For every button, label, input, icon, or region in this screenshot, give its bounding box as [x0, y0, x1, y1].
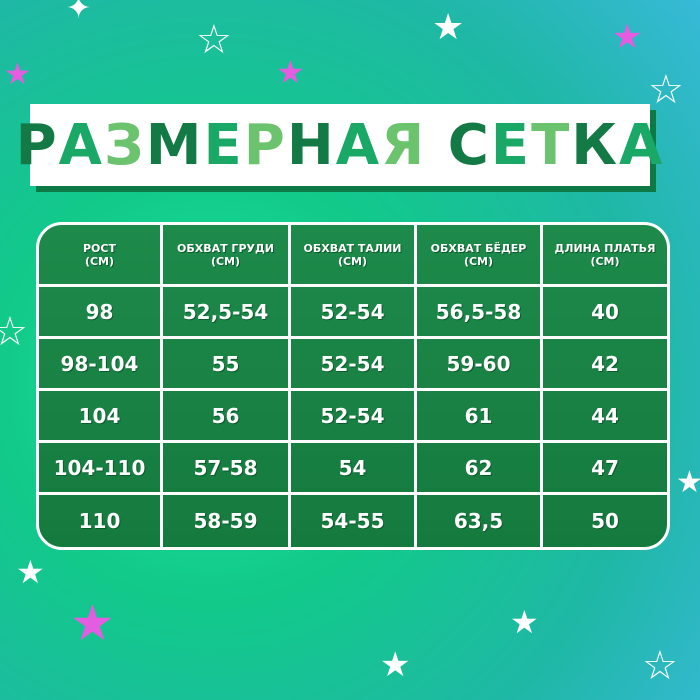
header-text: ДЛИНА ПЛАТЬЯ: [554, 241, 656, 255]
star-icon: ★: [612, 17, 643, 57]
table-cell: 98-104: [39, 339, 163, 391]
title-letter: Р: [15, 112, 59, 178]
star-icon: ★: [380, 645, 411, 685]
star-icon: ☆: [0, 309, 28, 355]
table-cell: 110: [39, 495, 163, 547]
header-text: (СМ): [84, 254, 115, 268]
star-icon: ★: [676, 465, 700, 500]
star-icon: ★: [432, 7, 465, 48]
table-cell: 52-54: [291, 287, 417, 339]
table-cell: 54: [291, 443, 417, 495]
table-cell: 58-59: [163, 495, 291, 547]
table-cell: 98: [39, 287, 163, 339]
title-letter: А: [58, 112, 104, 178]
title-letter: [426, 113, 448, 178]
title-letter: А: [335, 112, 382, 178]
column-header: ДЛИНА ПЛАТЬЯ (СМ): [543, 225, 667, 287]
table-cell: 56: [163, 391, 291, 443]
star-icon: ★: [16, 553, 45, 591]
title-letter: Е: [203, 112, 244, 178]
header-text: ОБХВАТ БЁДЕР: [430, 241, 527, 255]
table-cell: 54-55: [291, 495, 417, 547]
table-cell: 63,5: [417, 495, 543, 547]
title-letter: М: [145, 112, 204, 178]
size-table: РОСТ (СМ) ОБХВАТ ГРУДИ (СМ) ОБХВАТ ТАЛИИ (СМ)…: [36, 222, 670, 550]
table-cell: 52,5-54: [163, 287, 291, 339]
header-text: (СМ): [337, 254, 368, 268]
star-icon: ★: [510, 603, 539, 641]
title-letter: З: [104, 112, 146, 178]
title-letter: К: [571, 112, 620, 178]
title-letter: Я: [381, 112, 427, 178]
header-text: ОБХВАТ ТАЛИИ: [303, 241, 402, 255]
star-icon: ★: [70, 594, 115, 652]
star-icon: ✦: [66, 0, 92, 26]
table-cell: 40: [543, 287, 667, 339]
star-icon: ☆: [648, 67, 684, 113]
table-cell: 50: [591, 509, 619, 533]
table-cell: 44: [543, 391, 667, 443]
table-cell: 47: [543, 443, 667, 495]
table-cell: 56,5-58: [417, 287, 543, 339]
header-text: РОСТ: [83, 241, 116, 255]
title-banner: РАЗМЕРНАЯ СЕТКА: [16, 104, 662, 186]
table-cell: 55: [163, 339, 291, 391]
title-letter: Е: [490, 112, 532, 178]
star-icon: ☆: [642, 643, 678, 689]
column-header: ОБХВАТ ГРУДИ (СМ): [163, 225, 291, 287]
column-header: ОБХВАТ ТАЛИИ (СМ): [291, 225, 417, 287]
table-cell: 62: [417, 443, 543, 495]
table-cell: 104-110: [39, 443, 163, 495]
table-cell: 57-58: [163, 443, 291, 495]
table-cell: 61: [417, 391, 543, 443]
title-letter: Р: [243, 112, 287, 178]
star-icon: ★: [276, 53, 305, 91]
header-text: ОБХВАТ ГРУДИ: [176, 241, 274, 255]
table-cell: 59-60: [417, 339, 543, 391]
page-title: РАЗМЕРНАЯ СЕТКА: [16, 113, 665, 178]
title-letter: Н: [286, 112, 336, 178]
title-letter: А: [619, 112, 665, 178]
header-text: (СМ): [590, 254, 620, 268]
column-header: РОСТ (СМ): [39, 225, 163, 287]
table-cell: 52-54: [291, 339, 417, 391]
star-icon: ☆: [196, 17, 232, 63]
star-icon: ★: [4, 57, 31, 92]
title-letter: Т: [531, 112, 572, 178]
table-cell: 42: [543, 339, 667, 391]
table-cell: 52-54: [291, 391, 417, 443]
header-text: (СМ): [210, 254, 241, 268]
column-header: ОБХВАТ БЁДЕР (СМ): [417, 225, 543, 287]
table-cell: 104: [39, 391, 163, 443]
title-letter: С: [447, 112, 491, 178]
header-text: (СМ): [463, 254, 494, 268]
